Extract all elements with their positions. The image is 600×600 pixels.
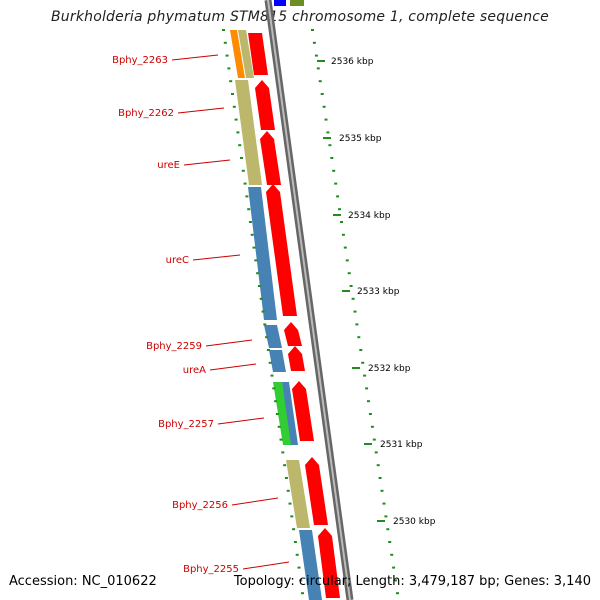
- map-title: Burkholderia phymatum STM815 chromosome …: [50, 9, 549, 25]
- gene-label-urec: ureC: [166, 255, 189, 266]
- top-green-feature: [290, 0, 304, 6]
- leader-line-bphy-2256: [231, 497, 279, 506]
- gene-label-bphy-2257: Bphy_2257: [158, 419, 214, 430]
- scale-label-2533: 2533 kbp: [357, 287, 400, 297]
- gene-label-bphy-2259: Bphy_2259: [146, 341, 202, 352]
- gene-label-bphy-2262: Bphy_2262: [118, 108, 174, 119]
- leader-line-urec: [192, 254, 241, 261]
- leader-line-urea: [209, 363, 257, 371]
- gene-label-bphy-2255: Bphy_2255: [183, 564, 239, 575]
- leader-line-bphy-2255: [242, 561, 290, 570]
- band-green: [273, 382, 292, 445]
- top-blue-feature: [274, 0, 286, 6]
- accession-text: Accession: NC_010622: [9, 574, 157, 589]
- band-orange: [230, 30, 245, 78]
- scale-labels: 2536 kbp 2535 kbp 2534 kbp 2533 kbp 2532…: [317, 57, 436, 527]
- leader-line-bphy-2259: [205, 339, 253, 347]
- gene-label-uree: ureE: [157, 160, 180, 171]
- scale-label-2530: 2530 kbp: [393, 517, 436, 527]
- cds-arrow-6: [288, 346, 305, 371]
- topology-summary: Topology: circular; Length: 3,479,187 bp…: [233, 574, 591, 589]
- band-blue-4: [282, 382, 298, 445]
- band-khaki-2: [235, 80, 262, 185]
- cds-arrow-2: [255, 80, 275, 130]
- cds-arrow-7: [292, 381, 314, 441]
- leader-line-uree: [183, 159, 231, 166]
- cds-arrow-5: [284, 322, 302, 346]
- band-blue-1: [248, 187, 277, 320]
- cds-arrow-3: [260, 131, 281, 185]
- scale-label-2536: 2536 kbp: [331, 57, 374, 67]
- band-khaki-1: [238, 30, 254, 78]
- band-khaki-3: [286, 460, 310, 528]
- scale-label-2535: 2535 kbp: [339, 134, 382, 144]
- gene-label-bphy-2256: Bphy_2256: [172, 500, 228, 511]
- scale-tick-track: [311, 29, 399, 595]
- cds-arrow-1: [248, 33, 268, 75]
- cds-arrow-8: [305, 457, 328, 525]
- inner-gene-track: [230, 30, 322, 600]
- cds-arrow-track: [248, 33, 340, 598]
- backbone-inner: [267, 0, 351, 600]
- scale-label-2534: 2534 kbp: [348, 211, 391, 221]
- left-tick-track: [222, 29, 304, 595]
- band-blue-5: [299, 530, 322, 600]
- band-blue-3: [269, 350, 286, 372]
- cds-arrow-9: [318, 528, 340, 598]
- scale-label-2531: 2531 kbp: [380, 440, 423, 450]
- leader-line-bphy-2257: [217, 417, 265, 425]
- scale-label-2532: 2532 kbp: [368, 364, 411, 374]
- gene-labels: Bphy_2263 Bphy_2262 ureE ureC Bphy_2259 …: [112, 54, 290, 575]
- band-blue-2: [264, 325, 282, 348]
- gene-label-urea: ureA: [183, 365, 206, 376]
- leader-line-bphy-2263: [171, 54, 219, 61]
- gene-label-bphy-2263: Bphy_2263: [112, 55, 168, 66]
- leader-line-bphy-2262: [177, 107, 225, 114]
- cds-arrow-4: [266, 184, 297, 316]
